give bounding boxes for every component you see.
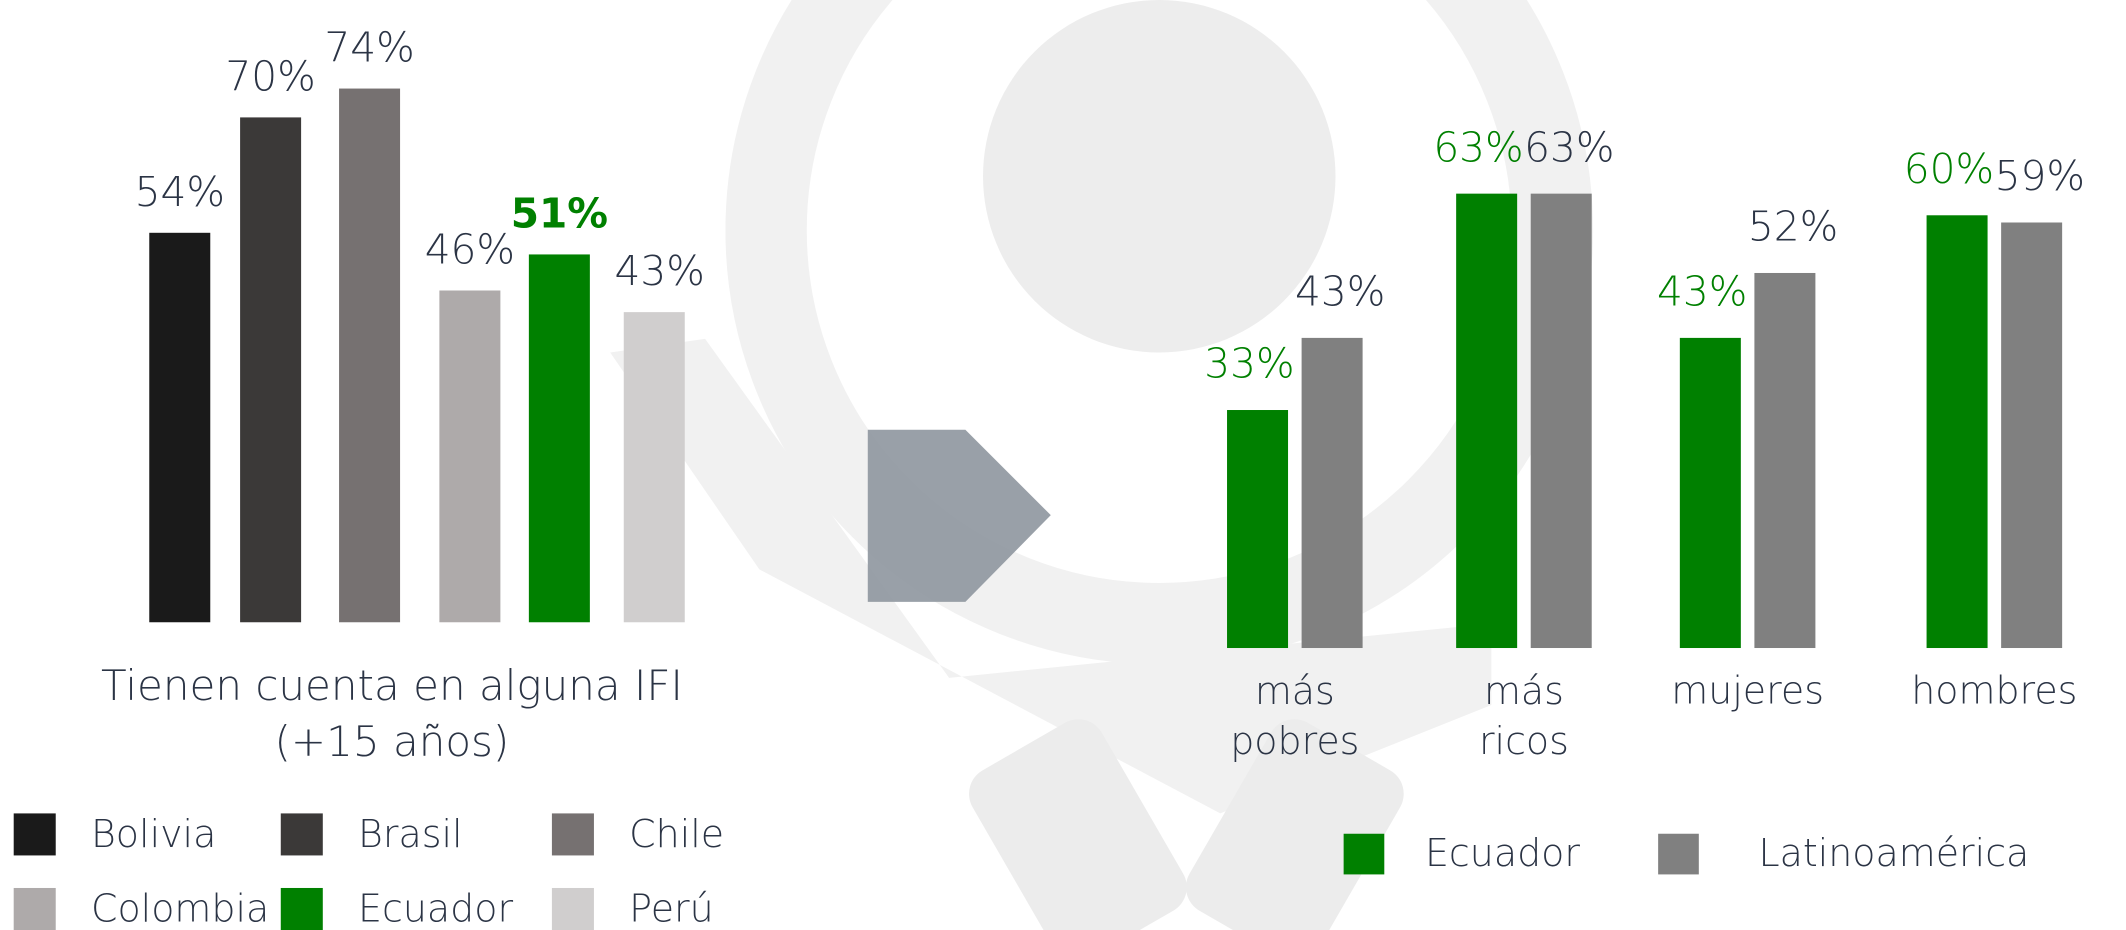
- legend-label: Chile: [629, 812, 724, 856]
- bar: [149, 232, 211, 623]
- legend-swatch: [13, 887, 56, 930]
- value-label: 59%: [1995, 152, 2085, 200]
- value-label: 63%: [1433, 123, 1523, 171]
- arrow: [867, 429, 1051, 602]
- bar: [240, 117, 302, 623]
- legend-swatch: [1658, 833, 1699, 875]
- legend-swatch: [551, 887, 594, 930]
- x-tick-label: hombres: [1911, 668, 2077, 712]
- value-label: 43%: [614, 247, 704, 295]
- value-label: 46%: [425, 226, 515, 274]
- legend-swatch: [1343, 833, 1385, 875]
- legend-label: Perú: [629, 887, 714, 930]
- value-label: 70%: [225, 52, 315, 100]
- chart-title: (+15 años): [275, 717, 510, 766]
- x-tick-label: más pobres: [1230, 668, 1359, 762]
- value-label: 52%: [1748, 203, 1838, 251]
- bar: [1227, 410, 1289, 649]
- value-label: 74%: [324, 24, 414, 72]
- bar: [1754, 272, 1816, 649]
- value-label: 43%: [1657, 268, 1747, 316]
- bar: [439, 290, 501, 623]
- value-label: 63%: [1524, 123, 1614, 171]
- legend-swatch: [13, 813, 56, 856]
- legend-swatch: [280, 887, 323, 930]
- legend-label: Ecuador: [1425, 831, 1580, 875]
- legend-swatch: [280, 813, 323, 856]
- bar: [1456, 193, 1518, 649]
- watermark: [610, 0, 1593, 930]
- bar: [1301, 337, 1363, 649]
- value-label: 60%: [1904, 145, 1994, 193]
- x-tick-label: más ricos: [1479, 668, 1569, 762]
- bar: [1679, 337, 1741, 649]
- bar: [339, 88, 401, 623]
- value-label: 54%: [135, 168, 225, 216]
- value-label: 51%: [511, 189, 608, 237]
- x-tick-label: mujeres: [1671, 668, 1824, 712]
- bar: [623, 312, 685, 623]
- legend-swatch: [551, 813, 594, 856]
- bar: [1926, 215, 1988, 649]
- legend-label: Latinoamérica: [1758, 831, 2029, 875]
- bar: [2001, 222, 2063, 649]
- legend-label: Colombia: [91, 887, 269, 930]
- chart-title: Tienen cuenta en alguna IFI: [101, 661, 683, 710]
- legend-label: Bolivia: [91, 812, 216, 856]
- bar: [1530, 193, 1592, 649]
- value-label: 43%: [1295, 268, 1385, 316]
- legend-label: Brasil: [358, 812, 463, 856]
- legend-label: Ecuador: [358, 887, 513, 930]
- bar: [528, 254, 590, 623]
- value-label: 33%: [1204, 340, 1294, 388]
